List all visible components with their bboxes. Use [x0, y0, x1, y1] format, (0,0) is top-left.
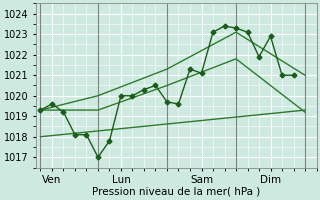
- X-axis label: Pression niveau de la mer( hPa ): Pression niveau de la mer( hPa ): [92, 187, 260, 197]
